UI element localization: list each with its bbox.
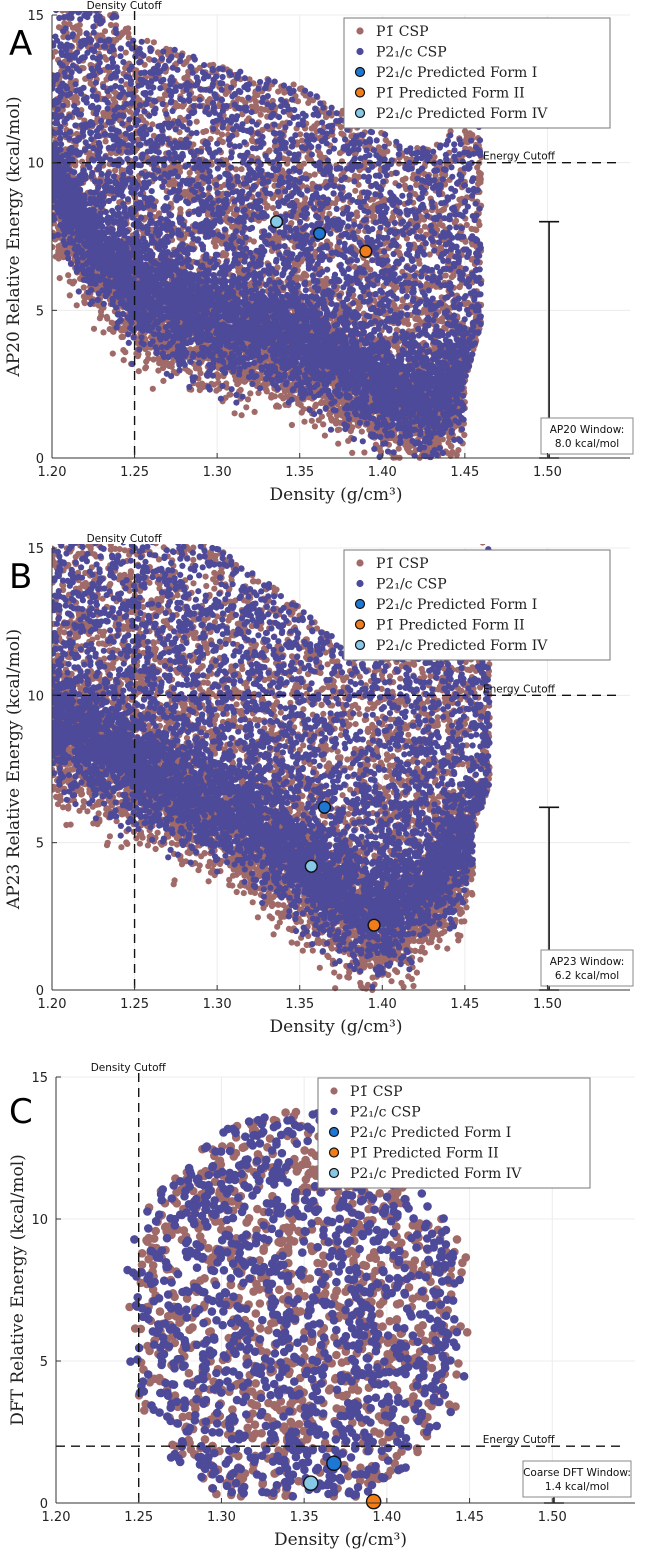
p1-csp-point: [399, 176, 406, 184]
p1-csp-point: [439, 171, 446, 178]
p1-csp-point: [311, 171, 318, 178]
p1-csp-point: [263, 386, 270, 393]
p1-csp-point: [421, 223, 428, 230]
p1-csp-point: [269, 205, 277, 212]
p1-csp-point: [335, 440, 342, 447]
p1-csp-point: [52, 48, 59, 55]
p1-csp-point: [150, 39, 157, 46]
p1-csp-point: [143, 358, 150, 365]
p1-csp-point: [65, 272, 72, 279]
p1-csp-point: [52, 53, 56, 60]
p1-csp-point: [312, 401, 319, 408]
p1-csp-point: [103, 313, 110, 320]
p1-csp-point: [448, 443, 455, 450]
p1-csp-point: [395, 160, 403, 167]
p1-csp-point: [247, 390, 254, 397]
p1-csp-point: [453, 451, 460, 458]
p1-csp-point: [251, 408, 258, 415]
p1-csp-point: [302, 195, 309, 202]
p1-csp-point: [455, 447, 462, 454]
p1-csp-point: [477, 170, 484, 177]
p1-csp-point: [52, 244, 56, 251]
p1-csp-point: [248, 103, 255, 110]
p1-csp-point: [160, 377, 167, 384]
p1-csp-point: [395, 445, 402, 452]
p1-csp-point: [361, 449, 368, 456]
p1-csp-point: [135, 368, 142, 375]
p1-csp-point: [238, 412, 245, 419]
p1-csp-point: [155, 367, 162, 374]
p1-csp-point: [315, 417, 322, 424]
p1-csp-point: [275, 88, 282, 95]
p1-csp-point: [231, 410, 238, 417]
p1-csp-point: [101, 28, 109, 35]
p1-csp-point: [191, 95, 198, 102]
p1-csp-point: [102, 138, 109, 145]
p1-csp-point: [381, 196, 388, 203]
p1-csp-point: [301, 418, 308, 425]
p1-csp-point: [401, 182, 408, 189]
p1-csp-point: [358, 428, 365, 435]
p1-csp-point: [186, 169, 193, 176]
p1-csp-point: [100, 329, 107, 336]
p1-csp-point: [90, 325, 98, 332]
p1-csp-point: [179, 103, 186, 110]
p1-csp-point: [244, 396, 252, 403]
p1-csp-point: [80, 284, 87, 291]
p1-csp-point: [338, 130, 345, 137]
p1-csp-point: [79, 158, 86, 165]
p1-csp-point: [356, 194, 364, 201]
p1-csp-point: [184, 73, 191, 80]
p1-csp-point: [254, 92, 261, 99]
p1-csp-point: [349, 449, 356, 456]
p1-csp-point: [122, 349, 129, 356]
p1-csp-point: [112, 99, 119, 106]
p1-csp-point: [321, 432, 328, 439]
p1-csp-point: [122, 49, 129, 56]
p1-csp-point: [405, 321, 412, 328]
p1-csp-point: [288, 421, 295, 429]
p1-csp-point: [125, 25, 132, 32]
p1-csp-point: [320, 421, 327, 428]
p1-csp-point: [177, 206, 184, 213]
p1-csp-point: [297, 401, 304, 409]
p1-csp-point: [73, 302, 80, 309]
p1-csp-point: [385, 140, 392, 147]
p1-csp-point: [448, 274, 455, 281]
p1-csp-point: [107, 21, 114, 29]
p1-csp-point: [223, 251, 230, 258]
p1-csp-point: [280, 395, 287, 402]
p1-csp-point: [347, 428, 354, 435]
p1-csp-point: [318, 154, 325, 161]
p1-csp-point: [109, 350, 116, 357]
p1-csp-point: [311, 423, 318, 430]
p1-csp-point: [59, 11, 66, 14]
p1-csp-point: [200, 128, 207, 136]
p1-csp-point: [56, 275, 63, 282]
p1-csp-point: [243, 404, 250, 411]
p1-csp-point: [193, 118, 200, 125]
p1-csp-point: [417, 227, 424, 235]
